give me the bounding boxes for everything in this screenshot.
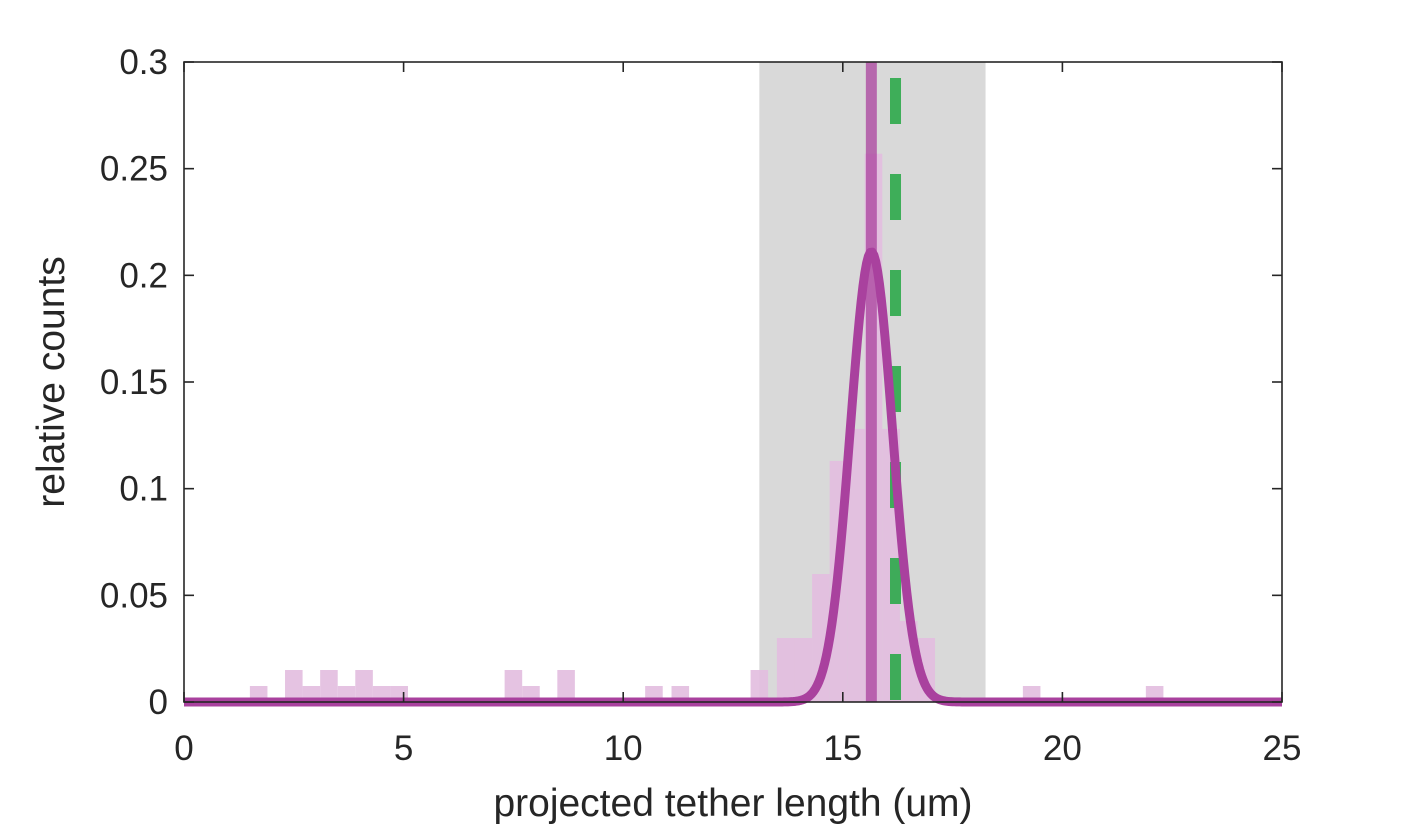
x-tick-label: 0 <box>174 729 193 768</box>
y-tick-label: 0 <box>149 683 168 722</box>
x-tick-label: 20 <box>1043 729 1082 768</box>
histogram-bar <box>750 670 769 702</box>
y-tick-label: 0.05 <box>100 576 168 615</box>
histogram-bar <box>285 670 303 702</box>
y-tick-label: 0.3 <box>119 43 168 82</box>
histogram-bar <box>794 638 813 702</box>
histogram-bar <box>320 670 338 702</box>
x-tick-label: 15 <box>823 729 862 768</box>
histogram-bar <box>776 638 795 702</box>
x-tick-label: 5 <box>394 729 413 768</box>
y-axis-label: relative counts <box>30 256 73 507</box>
histogram-bar <box>557 670 575 702</box>
x-axis-label: projected tether length (um) <box>493 782 972 825</box>
y-tick-label: 0.25 <box>100 150 168 189</box>
x-tick-label: 25 <box>1263 729 1302 768</box>
y-tick-label: 0.15 <box>100 363 168 402</box>
histogram-bar <box>355 670 373 702</box>
y-tick-label: 0.2 <box>119 256 168 295</box>
y-tick-label: 0.1 <box>119 470 168 509</box>
histogram-bar <box>847 428 865 702</box>
plot-background <box>184 62 1282 702</box>
x-tick-label: 10 <box>604 729 643 768</box>
histogram-bar <box>504 670 523 702</box>
